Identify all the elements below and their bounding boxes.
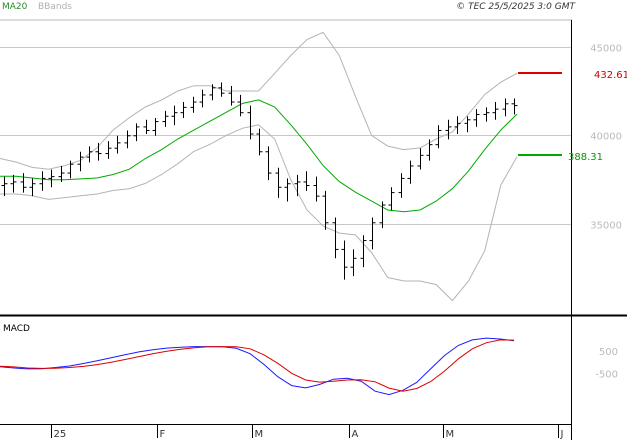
copyright-timestamp: © TEC 25/5/2025 3:0 GMT: [456, 2, 576, 12]
price-bar: [247, 105, 254, 140]
price-bar: [105, 141, 112, 159]
price-bar: [218, 82, 225, 97]
price-bar: [237, 94, 244, 117]
price-bar: [67, 160, 74, 179]
price-bar: [48, 169, 55, 188]
macd-series: [0, 337, 515, 396]
x-tick-label: J: [560, 429, 564, 440]
price-y-ticks: 45000 40000 35000: [590, 44, 622, 232]
price-bar: [492, 102, 499, 120]
x-tick-label: M: [255, 429, 264, 440]
price-bar: [228, 86, 235, 106]
price-y-tick-label: 45000: [590, 44, 622, 55]
price-bar: [190, 96, 197, 113]
price-bar: [143, 119, 150, 135]
price-bar: [435, 125, 442, 149]
price-bar: [1, 176, 8, 197]
price-bar: [199, 89, 206, 108]
price-bar: [29, 178, 36, 197]
price-bar: [407, 160, 414, 184]
x-tick-label: 25: [54, 429, 67, 440]
price-bar: [124, 130, 131, 149]
price-bar: [511, 98, 518, 115]
price-bar: [303, 171, 310, 191]
macd-y-tick-label: -500: [595, 369, 618, 380]
price-grid: [0, 47, 571, 225]
price-bar: [398, 173, 405, 198]
x-tick-label: F: [160, 429, 166, 440]
price-bars: [1, 82, 518, 280]
macd-lines: [0, 337, 515, 396]
macd-title: MACD: [3, 324, 30, 334]
price-bar: [332, 217, 339, 259]
legend-ma20: MA20: [2, 2, 28, 12]
bband-lower-series: [0, 124, 518, 302]
price-bar: [133, 123, 140, 142]
price-bar: [265, 146, 272, 181]
bband-upper-series: [0, 31, 518, 170]
price-bar: [180, 102, 187, 119]
price-bar: [20, 173, 27, 193]
price-bar: [209, 84, 216, 101]
price-bar: [388, 187, 395, 211]
price-bar: [313, 176, 320, 202]
price-bar: [464, 116, 471, 133]
price-bar: [284, 178, 291, 202]
macd-y-ticks: 500 -500: [595, 347, 618, 380]
price-bar: [473, 109, 480, 127]
price-bar: [445, 119, 452, 140]
price-bar: [502, 98, 509, 117]
price-bar: [350, 249, 357, 277]
price-y-tick-label: 40000: [590, 132, 622, 143]
ma20-line: [0, 99, 518, 213]
price-bar: [417, 148, 424, 170]
price-bar: [294, 174, 301, 197]
price-bar: [322, 190, 329, 230]
signal-series: [0, 339, 515, 392]
price-bar: [77, 151, 84, 172]
price-bar: [454, 116, 461, 135]
price-bar: [369, 217, 376, 250]
price-bar: [426, 139, 433, 161]
ma20-series: [0, 99, 518, 213]
price-bar: [275, 167, 282, 198]
x-tick-label: A: [352, 429, 359, 440]
support-label: 388.31: [568, 152, 603, 163]
price-bar: [39, 171, 46, 191]
price-bar: [483, 107, 490, 122]
price-bar: [86, 146, 93, 163]
price-bar: [162, 110, 169, 127]
price-bar: [10, 174, 17, 193]
legend-bbands: BBands: [38, 2, 72, 12]
price-bar: [379, 201, 386, 229]
price-bar: [341, 240, 348, 280]
price-bar: [58, 165, 65, 182]
price-bar: [95, 142, 102, 161]
price-y-tick-label: 35000: [590, 221, 622, 232]
price-bar: [171, 105, 178, 126]
resistance-label: 432.61: [594, 70, 627, 81]
x-ticks: 25 F M A M J: [51, 424, 564, 440]
macd-y-tick-label: 500: [599, 347, 618, 358]
price-bar: [360, 235, 367, 268]
price-bar: [256, 128, 263, 156]
price-bar: [114, 135, 121, 154]
x-tick-label: M: [446, 429, 455, 440]
price-bar: [152, 118, 159, 136]
bollinger-bands: [0, 31, 518, 302]
